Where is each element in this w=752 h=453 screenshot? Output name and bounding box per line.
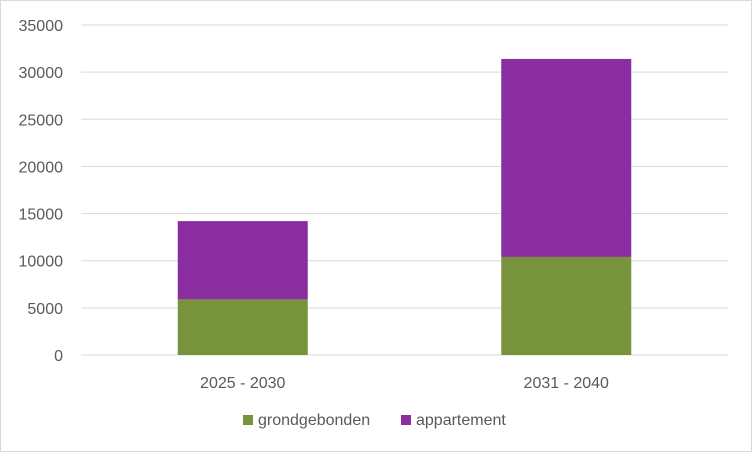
x-category-label: 2031 - 2040 <box>524 375 610 392</box>
y-tick-label: 35000 <box>19 18 64 35</box>
y-tick-label: 20000 <box>19 159 64 176</box>
y-tick-label: 15000 <box>19 207 64 224</box>
bar-grondgebonden <box>177 299 308 355</box>
bar-appartement <box>501 58 632 257</box>
y-tick-label: 10000 <box>19 254 64 271</box>
bar-grondgebonden <box>501 256 632 355</box>
y-tick-label: 0 <box>54 348 63 365</box>
legend-label-grondgebonden: grondgebonden <box>258 412 370 429</box>
legend-label-appartement: appartement <box>416 412 506 429</box>
legend-swatch-grondgebonden <box>243 415 253 425</box>
y-tick-label: 25000 <box>19 112 64 129</box>
x-category-label: 2025 - 2030 <box>200 375 286 392</box>
bar-appartement <box>177 221 308 300</box>
legend-swatch-appartement <box>401 415 411 425</box>
y-tick-label: 30000 <box>19 65 64 82</box>
y-tick-label: 5000 <box>27 301 63 318</box>
